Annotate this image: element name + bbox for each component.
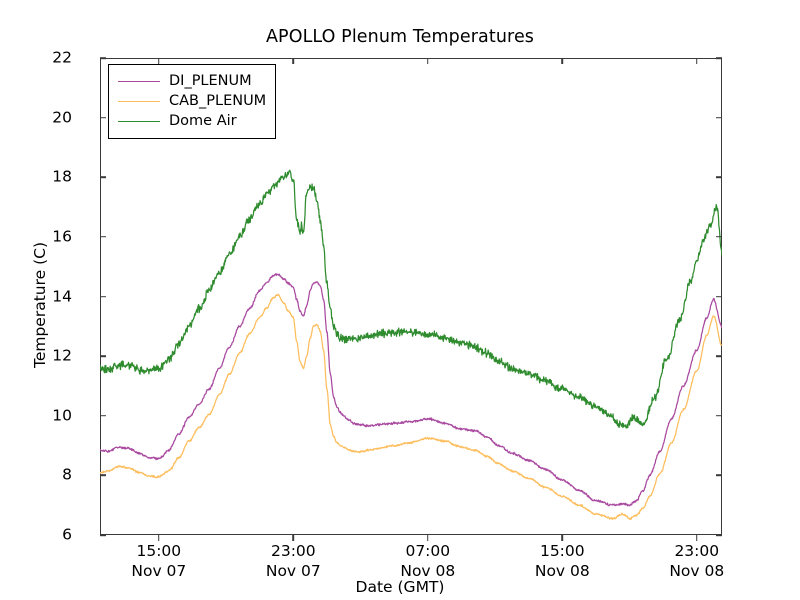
y-tick-label-8: 8: [62, 465, 72, 484]
y-tick-label-20: 20: [52, 107, 72, 126]
x-tick-mark: [427, 535, 429, 541]
x-tick-time: 23:00: [270, 542, 316, 560]
y-tick-label-18: 18: [52, 167, 72, 186]
y-tick-label-16: 16: [52, 227, 72, 246]
x-tick-mark: [695, 535, 698, 541]
y-tick-mark: [716, 57, 722, 59]
y-tick-mark: [100, 116, 106, 119]
y-tick-mark: [100, 236, 106, 238]
legend-item-1: CAB_PLENUM: [118, 91, 266, 111]
x-tick-label: 15:00 Nov 07: [79, 541, 239, 582]
y-tick-label-22: 22: [52, 48, 72, 67]
y-tick-mark: [716, 474, 722, 477]
y-tick-mark: [100, 355, 106, 357]
x-tick-date: Nov 08: [400, 562, 456, 581]
y-tick-label-14: 14: [52, 286, 72, 305]
legend-swatch: [118, 120, 160, 122]
x-tick-mark: [427, 58, 429, 64]
x-tick-mark: [695, 58, 698, 64]
x-axis-label: Date (GMT): [355, 578, 445, 596]
y-tick-mark: [716, 295, 722, 298]
y-tick-mark: [100, 176, 106, 179]
x-tick-label: 07:00 Nov 08: [348, 541, 508, 582]
x-tick-time: 07:00: [405, 542, 451, 560]
legend-label: DI_PLENUM: [169, 72, 252, 89]
y-tick-mark: [100, 414, 106, 417]
legend-item-0: DI_PLENUM: [118, 71, 266, 91]
x-tick-date: Nov 07: [131, 562, 187, 581]
y-tick-mark: [100, 534, 106, 536]
y-tick-mark: [100, 57, 106, 59]
x-tick-time: 15:00: [539, 542, 585, 560]
y-tick-label-6: 6: [62, 525, 72, 544]
legend-label: CAB_PLENUM: [169, 92, 267, 109]
legend-label: Dome Air: [169, 112, 237, 129]
x-tick-mark: [561, 535, 564, 541]
legend-swatch: [118, 80, 160, 82]
x-tick-date: Nov 08: [669, 562, 725, 581]
legend-swatch: [118, 100, 160, 102]
y-axis-label: Temperature (C): [31, 241, 49, 369]
y-tick-mark: [716, 355, 722, 357]
x-tick-mark: [561, 58, 564, 64]
x-tick-mark: [292, 58, 295, 64]
x-tick-mark: [158, 58, 160, 64]
x-tick-label: 23:00 Nov 08: [617, 541, 777, 582]
x-tick-label: 23:00 Nov 07: [213, 541, 373, 582]
chart-title: APOLLO Plenum Temperatures: [265, 27, 535, 47]
chart-legend: DI_PLENUM CAB_PLENUM Dome Air: [108, 64, 277, 139]
x-tick-mark: [158, 535, 160, 541]
x-tick-date: Nov 08: [534, 562, 590, 581]
x-tick-time: 23:00: [674, 542, 720, 560]
y-tick-mark: [716, 116, 722, 119]
y-tick-mark: [716, 236, 722, 238]
y-tick-mark: [100, 295, 106, 298]
y-tick-mark: [716, 176, 722, 179]
y-tick-mark: [100, 474, 106, 477]
x-tick-time: 15:00: [136, 542, 182, 560]
y-tick-label-10: 10: [52, 406, 72, 424]
y-tick-label-12: 12: [52, 346, 72, 365]
x-tick-mark: [292, 535, 295, 541]
y-tick-mark: [716, 414, 722, 417]
y-tick-mark: [716, 534, 722, 536]
x-tick-date: Nov 07: [265, 562, 321, 581]
legend-item-2: Dome Air: [118, 111, 266, 131]
x-tick-label: 15:00 Nov 08: [482, 541, 642, 582]
